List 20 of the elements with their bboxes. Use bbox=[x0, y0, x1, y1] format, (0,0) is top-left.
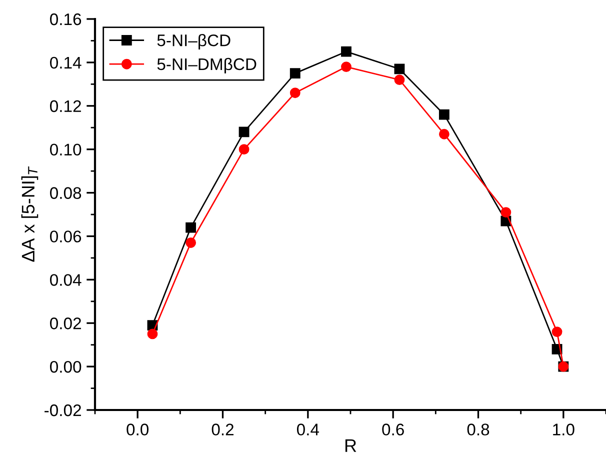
x-axis-title: R bbox=[345, 439, 356, 452]
y-tick-label: 0.04 bbox=[50, 274, 82, 286]
y-tick-label: 0.16 bbox=[50, 13, 82, 26]
y-tick-label: 0.14 bbox=[50, 56, 82, 69]
x-tick-label: 0.0 bbox=[126, 424, 149, 436]
legend-label: 5-NI–βCD bbox=[157, 34, 230, 50]
x-tick-label: 0.8 bbox=[467, 424, 490, 436]
y-tick-label: 0.10 bbox=[50, 144, 82, 156]
x-tick-label: 0.2 bbox=[212, 424, 234, 436]
y-tick-label: 0.02 bbox=[50, 318, 81, 330]
legend-label: 5-NI–DMβCD bbox=[157, 58, 256, 74]
y-axis-title: ΔA x [5-NI]$_{T}$ bbox=[21, 166, 38, 262]
x-tick-label: 0.6 bbox=[382, 424, 404, 436]
y-tick-label: 0.00 bbox=[50, 360, 82, 373]
x-tick-label: 0.4 bbox=[296, 424, 320, 436]
y-tick-label: 0.12 bbox=[50, 100, 81, 112]
y-tick-label: -0.02 bbox=[44, 404, 81, 416]
x-tick-label: 1.0 bbox=[553, 424, 574, 436]
y-tick-label: 0.06 bbox=[50, 230, 82, 242]
y-tick-label: 0.08 bbox=[50, 187, 82, 199]
